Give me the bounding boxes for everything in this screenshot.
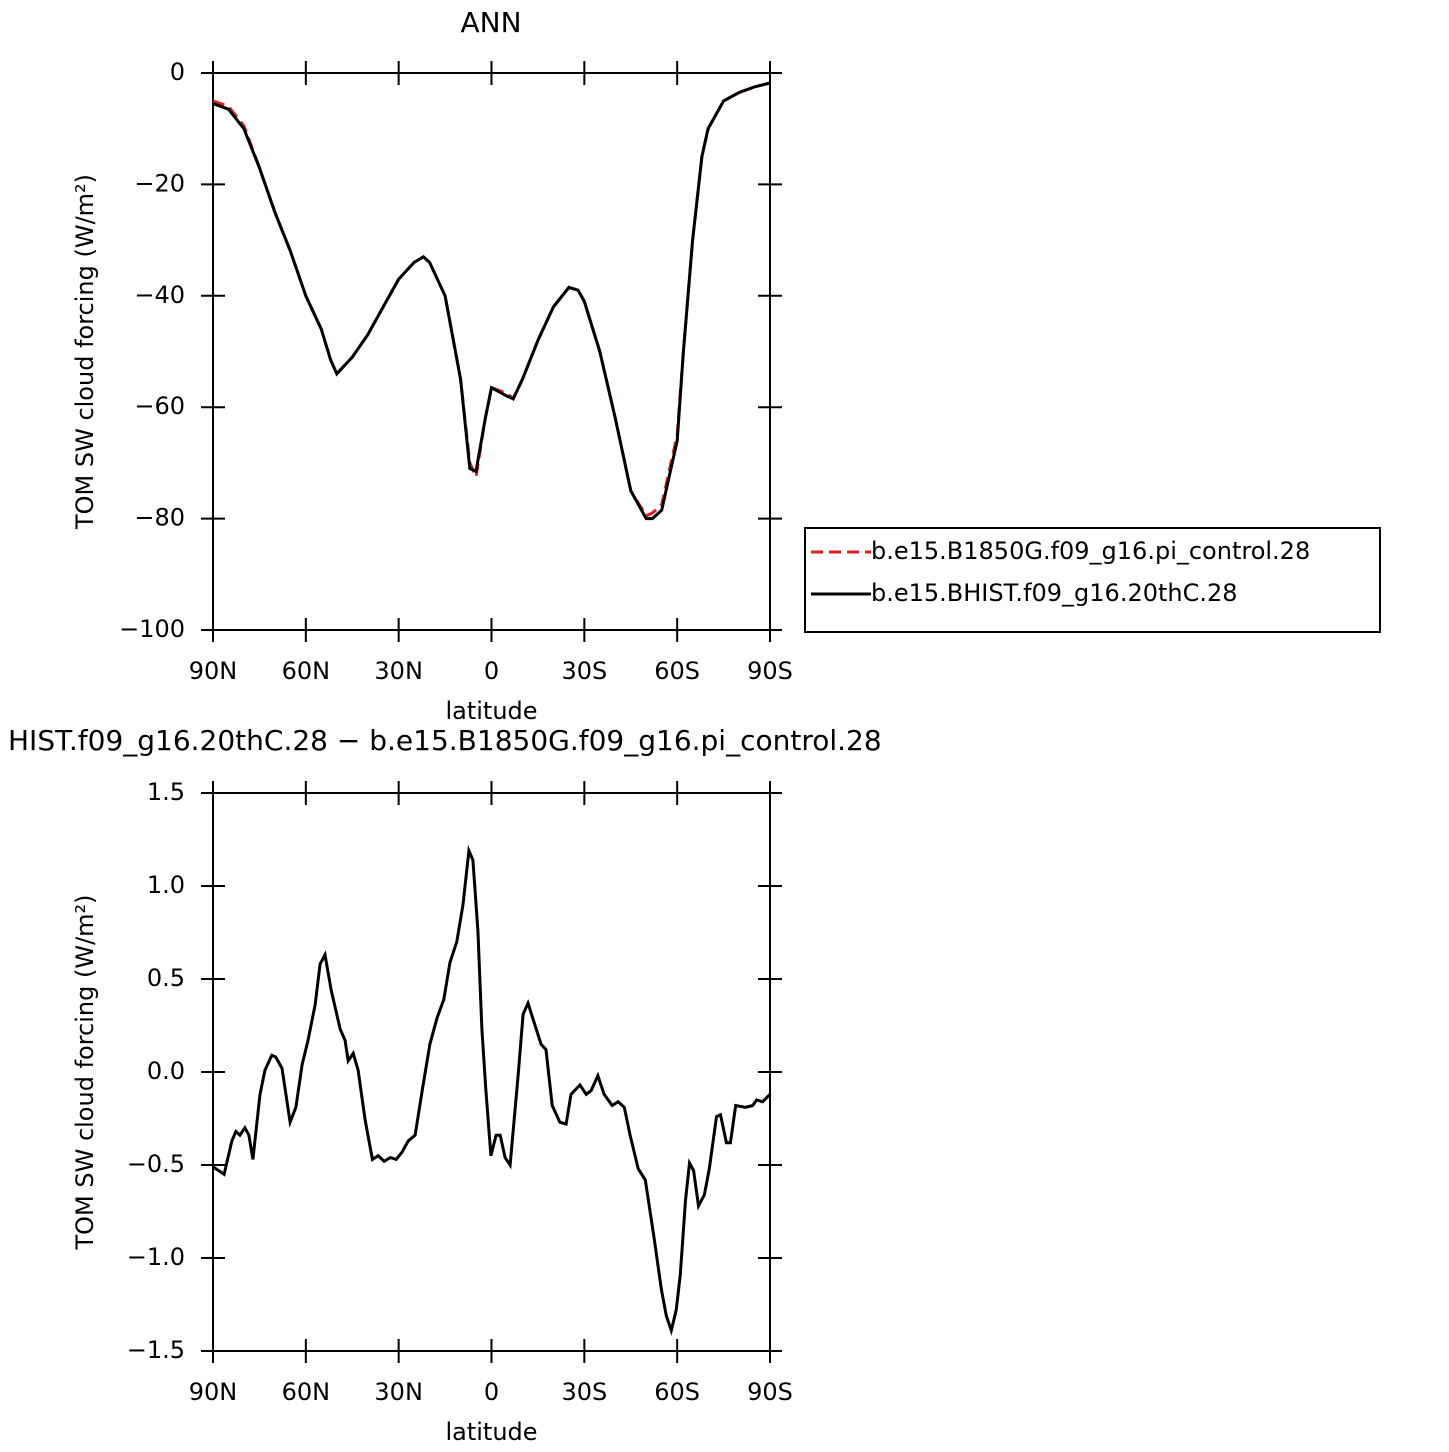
x-tick-label: 60N — [282, 657, 331, 685]
x-tick-label: 30S — [561, 657, 607, 685]
y-tick-label: 0.0 — [147, 1057, 185, 1085]
x-tick-label: 30S — [561, 1378, 607, 1406]
x-tick-label: 30N — [374, 1378, 423, 1406]
y-tick-label: −20 — [134, 169, 185, 197]
x-tick-label: 30N — [374, 657, 423, 685]
data-line — [212, 844, 772, 1336]
y-tick-label: 1.0 — [147, 871, 185, 899]
x-tick-label: 90N — [189, 657, 238, 685]
x-tick-label: 60N — [282, 1378, 331, 1406]
x-tick-label: 0 — [484, 1378, 499, 1406]
y-axis-label: TOM SW cloud forcing (W/m²) — [71, 894, 99, 1250]
legend-box — [804, 527, 1381, 633]
x-tick-label: 90S — [747, 657, 793, 685]
chart-title: HIST.f09_g16.20thC.28 − b.e15.B1850G.f09… — [8, 724, 882, 757]
x-tick-label: 0 — [484, 657, 499, 685]
x-axis-label: latitude — [445, 1418, 537, 1446]
y-tick-label: −40 — [134, 281, 185, 309]
y-tick-label: −60 — [134, 392, 185, 420]
x-axis-label: latitude — [445, 697, 537, 725]
y-tick-label: 0.5 — [147, 964, 185, 992]
legend-label: b.e15.B1850G.f09_g16.pi_control.28 — [871, 537, 1310, 565]
x-tick-label: 90S — [747, 1378, 793, 1406]
y-axis-label: TOM SW cloud forcing (W/m²) — [71, 174, 99, 530]
x-tick-label: 90N — [189, 1378, 238, 1406]
y-tick-label: −80 — [134, 504, 185, 532]
x-tick-label: 60S — [654, 1378, 700, 1406]
plot-frame — [212, 72, 771, 631]
x-tick-label: 60S — [654, 657, 700, 685]
legend-label: b.e15.BHIST.f09_g16.20thC.28 — [871, 579, 1238, 607]
y-tick-label: 1.5 — [147, 778, 185, 806]
y-tick-label: −1.5 — [127, 1336, 185, 1364]
y-tick-label: 0 — [170, 58, 185, 86]
chart-title: ANN — [460, 6, 521, 39]
data-line — [212, 81, 771, 521]
plot-frame — [212, 792, 771, 1352]
y-tick-label: −0.5 — [127, 1150, 185, 1178]
y-tick-label: −100 — [119, 615, 185, 643]
y-tick-label: −1.0 — [127, 1243, 185, 1271]
